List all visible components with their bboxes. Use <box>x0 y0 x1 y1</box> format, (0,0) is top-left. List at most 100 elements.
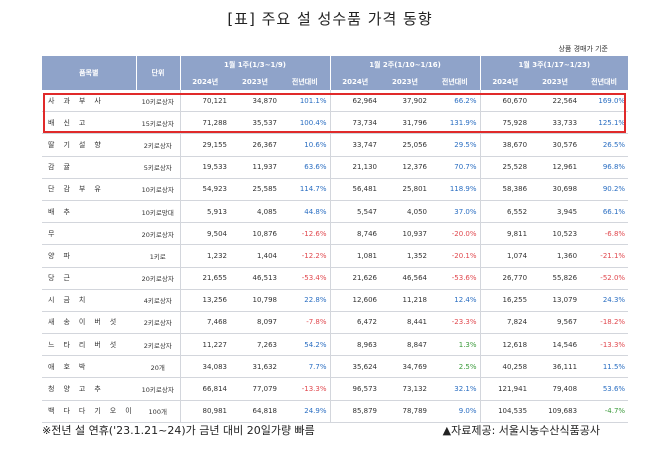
item-unit: 15키로상자 <box>136 111 180 135</box>
item-unit: 10키로상자 <box>136 377 180 401</box>
price-2024: 21,626 <box>329 267 381 290</box>
change-rate: 9.0% <box>430 400 481 423</box>
change-rate: 70.7% <box>430 156 481 179</box>
price-2024: 58,386 <box>479 178 531 201</box>
table-row: 딸기설향 2키로상자 29,155 26,367 10.6% 33,747 25,056 29… <box>42 133 629 157</box>
header-sub-change: 전년대비 <box>430 73 481 90</box>
price-2023: 14,546 <box>530 333 581 357</box>
price-2023: 8,847 <box>380 333 431 357</box>
change-rate: 22.8% <box>280 289 331 312</box>
change-rate: -23.3% <box>430 311 481 335</box>
table-row: 새송이버섯 2키로상자 7,468 8,097 -7.8% 6,472 8,441 -23.3… <box>42 311 629 335</box>
item-unit: 5키로상자 <box>136 156 180 179</box>
price-2023: 8,097 <box>230 311 280 335</box>
price-2024: 54,923 <box>179 178 230 201</box>
price-2024: 11,227 <box>179 333 230 357</box>
change-rate: 2.5% <box>430 355 481 379</box>
table-row: 백다다기오이 100개 80,981 64,818 24.9% 85,879 78,789 9… <box>42 400 629 423</box>
price-2023: 78,789 <box>380 400 431 423</box>
change-rate: -4.7% <box>580 400 629 423</box>
price-2023: 31,632 <box>230 355 280 379</box>
price-2024: 13,256 <box>179 289 230 312</box>
price-2024: 26,770 <box>479 267 531 290</box>
price-2023: 36,111 <box>530 355 581 379</box>
price-2023: 9,567 <box>530 311 581 335</box>
price-2023: 37,902 <box>380 90 431 113</box>
price-2023: 12,961 <box>530 156 581 179</box>
item-name: 새송이버섯 <box>42 311 136 335</box>
change-rate: 90.2% <box>580 178 629 201</box>
change-rate: 44.8% <box>280 200 331 224</box>
table-row: 사과부사 10키로상자 70,121 34,870 101.1% 62,964 37,902… <box>42 90 629 113</box>
price-2024: 9,811 <box>479 222 531 246</box>
change-rate: 100.4% <box>280 111 331 135</box>
change-rate: 53.6% <box>580 377 629 401</box>
change-rate: 7.7% <box>280 355 331 379</box>
header-period-2: 1월 2주(1/10~1/16) <box>329 56 481 73</box>
change-rate: 54.2% <box>280 333 331 357</box>
price-2024: 34,083 <box>179 355 230 379</box>
change-rate: -13.3% <box>280 377 331 401</box>
item-name: 감귤 <box>42 156 136 179</box>
change-rate: 66.1% <box>580 200 629 224</box>
price-2024: 104,535 <box>479 400 531 423</box>
item-name: 딸기설향 <box>42 133 136 157</box>
header-item: 품목별 <box>42 56 136 90</box>
price-2023: 25,585 <box>230 178 280 201</box>
change-rate: -12.6% <box>280 222 331 246</box>
price-2023: 34,870 <box>230 90 280 113</box>
price-2023: 8,441 <box>380 311 431 335</box>
change-rate: 10.6% <box>280 133 331 157</box>
price-2023: 109,683 <box>530 400 581 423</box>
item-name: 무 <box>42 222 136 246</box>
price-2023: 4,085 <box>230 200 280 224</box>
item-name: 배신고 <box>42 111 136 135</box>
change-rate: -13.3% <box>580 333 629 357</box>
item-unit: 4키로상자 <box>136 289 180 312</box>
price-2023: 12,376 <box>380 156 431 179</box>
price-2024: 56,481 <box>329 178 381 201</box>
price-2024: 9,504 <box>179 222 230 246</box>
price-2023: 25,056 <box>380 133 431 157</box>
change-rate: -52.0% <box>580 267 629 290</box>
price-2023: 10,876 <box>230 222 280 246</box>
price-2023: 79,408 <box>530 377 581 401</box>
footnote: ※전년 설 연휴('23.1.21~24)가 금년 대비 20일가량 빠름 <box>42 424 315 437</box>
price-2023: 26,367 <box>230 133 280 157</box>
price-2024: 6,552 <box>479 200 531 224</box>
header-period-3: 1월 3주(1/17~1/23) <box>479 56 629 73</box>
item-name: 시금치 <box>42 289 136 312</box>
item-name: 느타리버섯 <box>42 333 136 357</box>
change-rate: 131.9% <box>430 111 481 135</box>
change-rate: 12.4% <box>430 289 481 312</box>
price-2023: 10,937 <box>380 222 431 246</box>
price-2024: 71,288 <box>179 111 230 135</box>
price-2023: 55,826 <box>530 267 581 290</box>
item-name: 단감부유 <box>42 178 136 201</box>
table-row: 청양고추 10키로상자 66,814 77,079 -13.3% 96,573 73,132… <box>42 377 629 401</box>
price-2024: 21,655 <box>179 267 230 290</box>
price-2023: 77,079 <box>230 377 280 401</box>
change-rate: 37.0% <box>430 200 481 224</box>
highlight-box <box>43 93 626 133</box>
change-rate: -6.8% <box>580 222 629 246</box>
header-sub-2024: 2024년 <box>329 73 381 90</box>
change-rate: 66.2% <box>430 90 481 113</box>
price-2024: 80,981 <box>179 400 230 423</box>
item-unit: 2키로상자 <box>136 133 180 157</box>
item-unit: 10키로상자 <box>136 178 180 201</box>
price-2023: 3,945 <box>530 200 581 224</box>
price-2023: 7,263 <box>230 333 280 357</box>
item-name: 사과부사 <box>42 90 136 113</box>
unit-note: 상품 경매가 기준 <box>558 45 608 53</box>
price-2023: 46,564 <box>380 267 431 290</box>
item-name: 당근 <box>42 267 136 290</box>
item-name: 백다다기오이 <box>42 400 136 423</box>
change-rate: -53.6% <box>430 267 481 290</box>
price-2024: 38,670 <box>479 133 531 157</box>
header-sub-2024: 2024년 <box>179 73 230 90</box>
price-2024: 1,074 <box>479 244 531 268</box>
header-sub-2023: 2023년 <box>380 73 431 90</box>
item-unit: 1키로 <box>136 244 180 268</box>
change-rate: -18.2% <box>580 311 629 335</box>
